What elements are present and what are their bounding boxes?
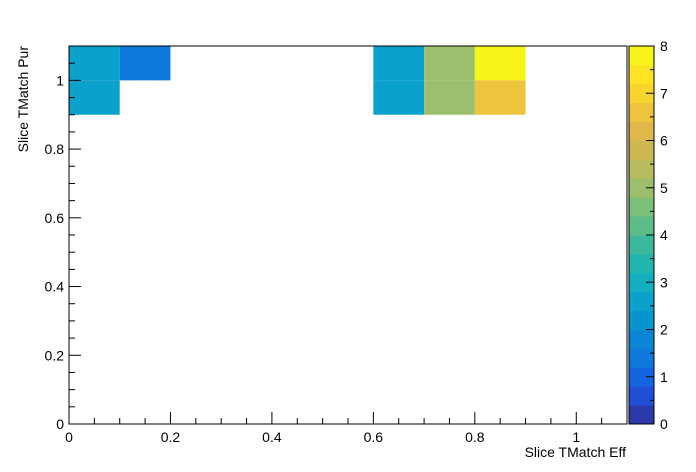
x-axis-title: Slice TMatch Eff — [525, 444, 627, 460]
colorbar-segment — [629, 46, 654, 66]
colorbar-segment — [629, 140, 654, 160]
colorbar-tick-label: 8 — [660, 38, 668, 54]
colorbar-segment — [629, 235, 654, 255]
colorbar-tick-label: 0 — [660, 416, 668, 432]
plot-border — [68, 45, 628, 425]
y-tick-label: 1 — [56, 72, 64, 88]
x-tick-label: 0 — [65, 429, 73, 445]
x-tick-label: 0.4 — [262, 429, 282, 445]
colorbar-segment — [629, 83, 654, 104]
x-axis: 0 0.2 0.4 0.6 0.8 1 — [65, 412, 628, 445]
heatmap-cell — [69, 46, 120, 81]
x-tick-label: 0.2 — [161, 429, 181, 445]
heatmap-cell — [373, 46, 425, 81]
colorbar-segment — [629, 348, 654, 368]
y-axis-title: Slice TMatch Pur — [15, 46, 31, 153]
colorbar-tick-label: 5 — [660, 180, 668, 196]
colorbar-segment — [629, 386, 654, 406]
y-tick-label: 0.4 — [45, 279, 65, 295]
colorbar-segment — [629, 367, 654, 387]
heatmap-cell — [69, 80, 120, 115]
heatmap-bins — [69, 46, 526, 115]
colorbar-segment — [629, 159, 654, 179]
y-axis: 0 0.2 0.4 0.6 0.8 1 — [45, 45, 81, 432]
heatmap-cell — [474, 80, 526, 115]
colorbar-segment — [629, 64, 654, 85]
colorbar-segment — [629, 329, 654, 349]
heatmap-cell — [424, 46, 475, 81]
heatmap-cell — [119, 46, 171, 81]
colorbar-tick-label: 6 — [660, 133, 668, 149]
colorbar-tick-label: 3 — [660, 274, 668, 290]
heatmap-cell — [373, 80, 425, 115]
y-tick-label: 0 — [56, 416, 64, 432]
colorbar-segment — [629, 405, 654, 425]
colorbar-tick-label: 4 — [660, 227, 668, 243]
colorbar-tick-label: 7 — [660, 85, 668, 101]
colorbar-segment — [629, 178, 654, 198]
x-tick-label: 1 — [572, 429, 580, 445]
heatmap-cell — [474, 46, 526, 81]
colorbar-segment — [629, 197, 654, 217]
colorbar-segment — [629, 310, 654, 330]
y-tick-label: 0.6 — [45, 210, 65, 226]
heatmap-cell — [424, 80, 475, 115]
x-tick-label: 0.6 — [364, 429, 384, 445]
colorbar-segment — [629, 121, 654, 141]
x-tick-label: 0.8 — [465, 429, 485, 445]
color-scale-bar: 0 1 2 3 4 5 6 7 8 — [628, 38, 668, 432]
colorbar-tick-label: 2 — [660, 322, 668, 338]
colorbar-segment — [629, 253, 654, 274]
colorbar-tick-label: 1 — [660, 369, 668, 385]
colorbar-segment — [629, 291, 654, 312]
colorbar-segment — [629, 272, 654, 293]
y-tick-label: 0.2 — [45, 347, 65, 363]
plot-frame — [68, 45, 628, 425]
y-tick-label: 0.8 — [45, 141, 65, 157]
colorbar-segment — [629, 216, 654, 236]
colorbar-segment — [629, 102, 654, 123]
